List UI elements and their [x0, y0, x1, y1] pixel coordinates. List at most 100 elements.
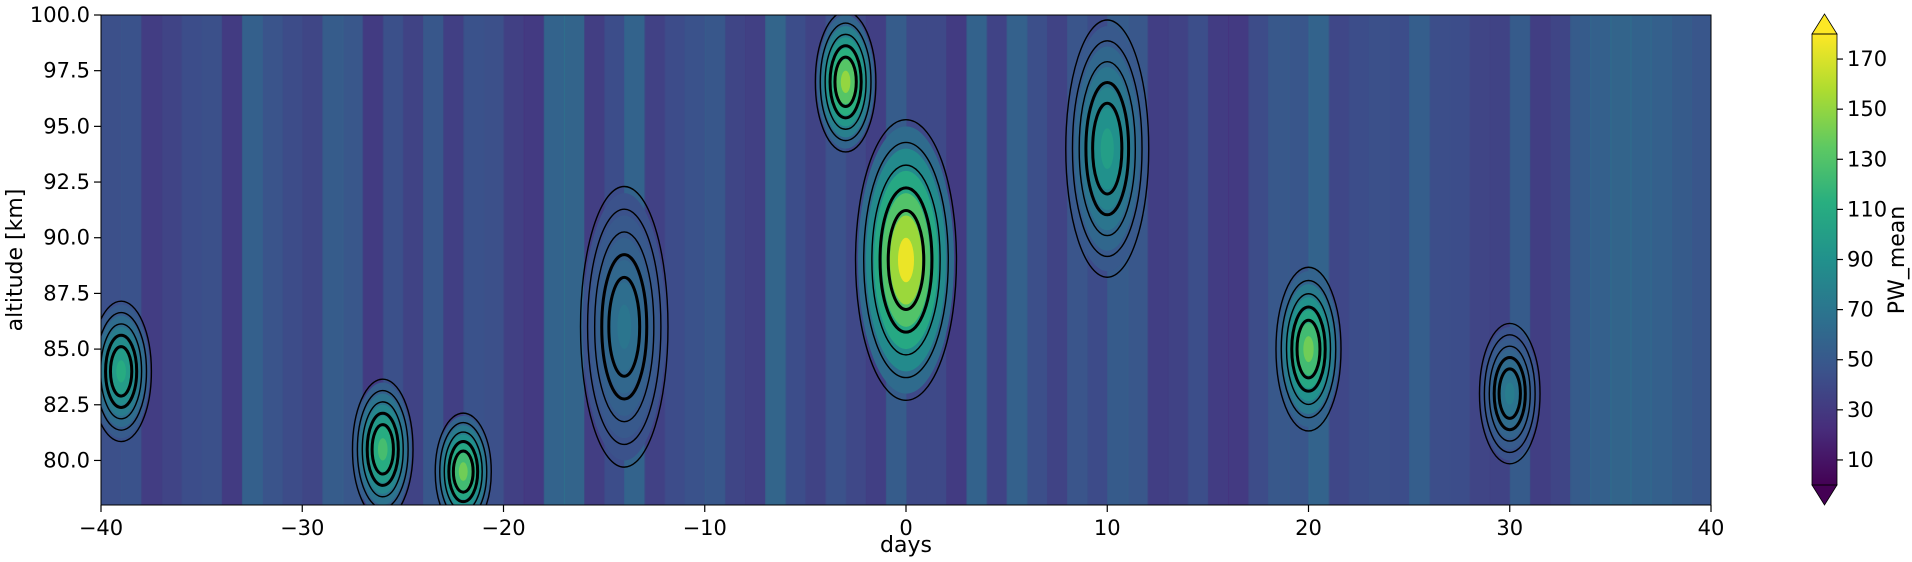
y-tick-label: 80.0 [43, 448, 90, 472]
field-streak [1228, 15, 1250, 505]
field-blob [116, 360, 126, 383]
field-streak [241, 15, 263, 505]
field-streak [724, 15, 746, 505]
contour-line [451, 449, 475, 494]
field-streak [402, 15, 424, 505]
field-streak [1288, 15, 1310, 505]
contour-line [1280, 279, 1337, 419]
field-streak [684, 15, 706, 505]
field-streak [1389, 15, 1411, 505]
y-tick-label: 82.5 [43, 393, 90, 417]
field-blob [897, 237, 915, 283]
x-tick-label: 30 [1496, 516, 1523, 540]
x-tick-label: 0 [899, 516, 912, 540]
contour-line [370, 423, 395, 476]
contour-line [871, 164, 941, 356]
contour-line [579, 185, 669, 468]
contour-line [434, 412, 492, 505]
field-streak [1167, 15, 1189, 505]
field-streak [262, 15, 284, 505]
contour-line [1091, 101, 1124, 196]
field-streak [523, 15, 545, 505]
contour-line [447, 440, 480, 504]
y-tick-label: 95.0 [43, 114, 90, 138]
y-tick-label: 85.0 [43, 337, 90, 361]
field-streak [1268, 15, 1290, 505]
field-streak [1187, 15, 1209, 505]
x-tick-label: −20 [481, 516, 525, 540]
field-streak [986, 15, 1008, 505]
contour-line [104, 333, 139, 409]
contour-line [365, 411, 400, 487]
contour-line [101, 323, 143, 420]
field-streak [1368, 15, 1390, 505]
field-streak [161, 15, 183, 505]
field-streak [342, 15, 364, 505]
contour-line [878, 186, 934, 334]
colorbar-tick-label: 110 [1847, 197, 1887, 221]
contour-line [1295, 318, 1322, 380]
x-tick-label: −10 [683, 516, 727, 540]
field-streak [1610, 15, 1632, 505]
x-tick-label: −30 [280, 516, 324, 540]
field-streak [322, 15, 344, 505]
field-streak [664, 15, 686, 505]
x-tick-label: −40 [79, 516, 123, 540]
colorbar-tick-label: 150 [1847, 97, 1887, 121]
contour-line [1275, 266, 1342, 432]
field-streak [1650, 15, 1672, 505]
colorbar-tick-label: 90 [1847, 248, 1874, 272]
colorbar: 10 30 50 70 90 110 130 150 170 [1811, 13, 1887, 506]
colorbar-gradient [1812, 34, 1837, 485]
contour-line [1084, 80, 1131, 217]
field-streak [543, 15, 565, 505]
contour-line [828, 44, 863, 120]
x-tick-label: 40 [1698, 516, 1725, 540]
colorbar-tick-label: 70 [1847, 298, 1874, 322]
contour-line [1065, 19, 1150, 278]
colorbar-tick-label: 50 [1847, 348, 1874, 372]
contour-line [863, 141, 949, 379]
field-streak [463, 15, 485, 505]
field-streak [704, 15, 726, 505]
contour-line [814, 15, 877, 153]
field-blob [377, 438, 388, 461]
field-streak [1006, 15, 1028, 505]
field-streak [1147, 15, 1169, 505]
colorbar-tick-label: 10 [1847, 448, 1874, 472]
contour-line [819, 22, 872, 142]
field-streak [443, 15, 465, 505]
x-axis-label: days [880, 533, 932, 558]
contour-line [443, 431, 483, 505]
field-streak [1570, 15, 1592, 505]
contour-line [351, 378, 414, 505]
field-streak [765, 15, 787, 505]
contour-line [1478, 322, 1541, 465]
y-axis-label: altitude [km] [3, 189, 28, 332]
colorbar-extend-max [1811, 13, 1838, 35]
field-streak [302, 15, 324, 505]
field-streak [1308, 15, 1330, 505]
contour-line [1492, 356, 1527, 432]
contour-line [586, 208, 662, 446]
field-streak [1590, 15, 1612, 505]
field-streak [1248, 15, 1270, 505]
field-streak [1670, 15, 1692, 505]
field-streak [382, 15, 404, 505]
field-streak [201, 15, 223, 505]
field-blob [1100, 128, 1114, 170]
field-streak [221, 15, 243, 505]
colorbar-tick-label: 130 [1847, 147, 1887, 171]
x-tick-label: 20 [1295, 516, 1322, 540]
field-streak [1429, 15, 1451, 505]
field-streak [423, 15, 445, 505]
contour-line [108, 345, 134, 398]
field-blob [1504, 382, 1515, 405]
y-tick-label: 92.5 [43, 170, 90, 194]
field-streak [563, 15, 585, 505]
field-streak [966, 15, 988, 505]
field-streak [483, 15, 505, 505]
colorbar-tick-label: 30 [1847, 398, 1874, 422]
contour-line [439, 421, 488, 505]
